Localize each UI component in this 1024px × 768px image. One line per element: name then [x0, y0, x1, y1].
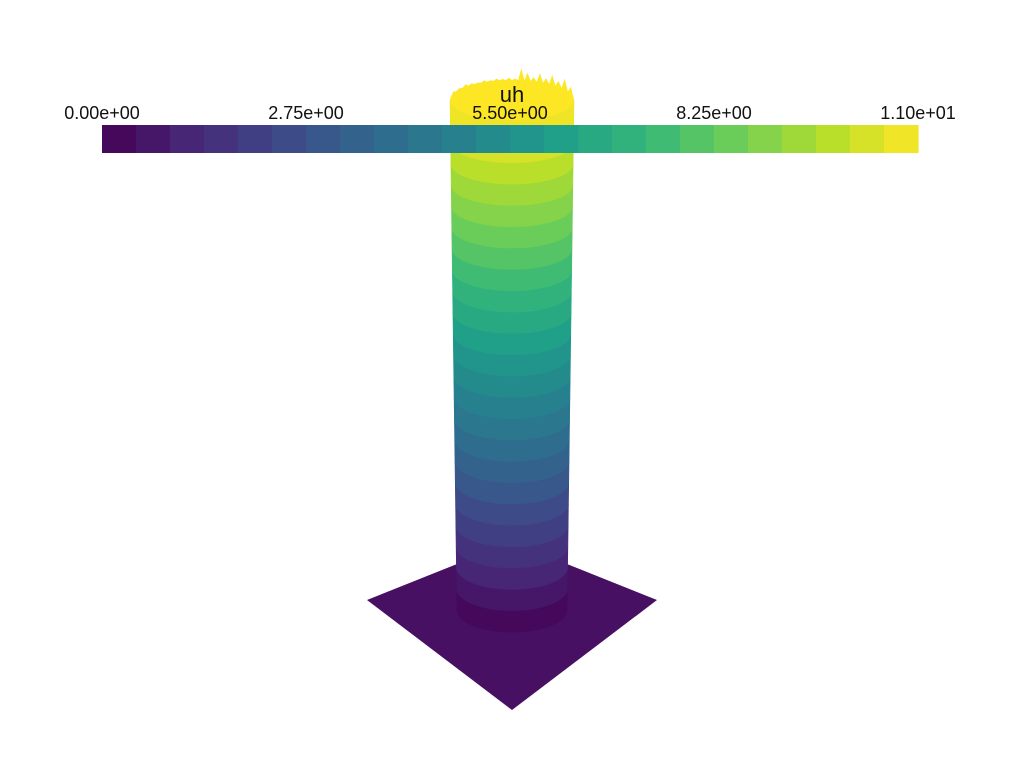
- color-swatch: [544, 125, 579, 153]
- color-swatch: [442, 125, 477, 153]
- color-swatch: [782, 125, 817, 153]
- scalar-bar: uh 0.00e+00 2.75e+00 5.50e+00 8.25e+00 1.10e…: [64, 82, 956, 153]
- scalar-bar-tick-labels: 0.00e+00 2.75e+00 5.50e+00 8.25e+00 1.10e+01: [64, 103, 956, 123]
- color-swatch: [306, 125, 341, 153]
- tick-label: 2.75e+00: [268, 103, 344, 123]
- tick-label: 8.25e+00: [676, 103, 752, 123]
- color-swatch: [204, 125, 239, 153]
- color-swatch: [238, 125, 273, 153]
- column-top-edge: [450, 68, 574, 100]
- color-swatch: [374, 125, 409, 153]
- color-swatch: [102, 125, 137, 153]
- color-swatch: [612, 125, 647, 153]
- color-swatch: [714, 125, 749, 153]
- color-swatch: [646, 125, 681, 153]
- tick-label: 1.10e+01: [880, 103, 956, 123]
- color-swatch: [408, 125, 443, 153]
- color-swatch: [816, 125, 851, 153]
- color-swatch: [340, 125, 375, 153]
- color-swatch: [748, 125, 783, 153]
- color-swatch: [510, 125, 545, 153]
- color-bar-swatches: [102, 125, 919, 153]
- color-swatch: [680, 125, 715, 153]
- column-mesh: [449, 68, 575, 633]
- color-swatch: [850, 125, 885, 153]
- scalar-bar-title: uh: [500, 82, 524, 107]
- color-swatch: [170, 125, 205, 153]
- color-swatch: [136, 125, 171, 153]
- color-swatch: [884, 125, 919, 153]
- mesh-scene: [367, 68, 657, 710]
- tick-label: 0.00e+00: [64, 103, 140, 123]
- color-swatch: [272, 125, 307, 153]
- color-swatch: [476, 125, 511, 153]
- tick-label: 5.50e+00: [472, 103, 548, 123]
- color-swatch: [578, 125, 613, 153]
